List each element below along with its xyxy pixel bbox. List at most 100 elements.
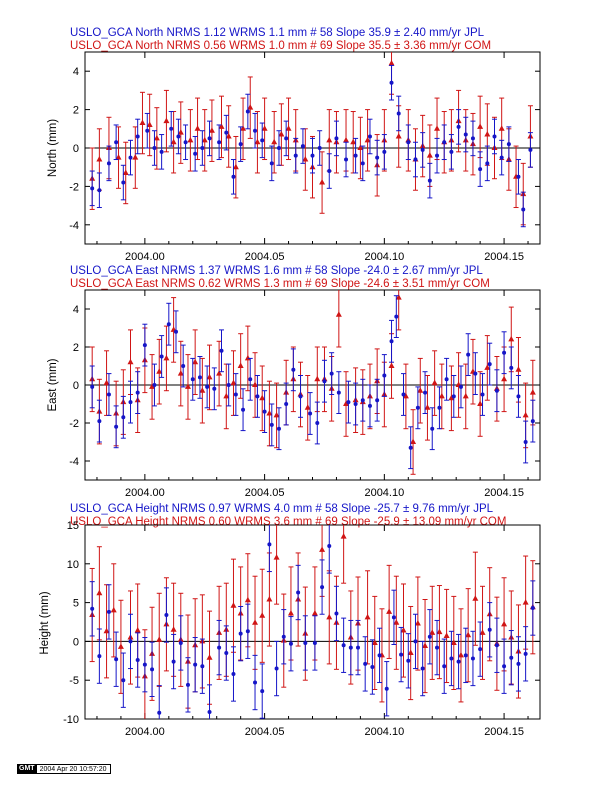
east-jpl-point — [233, 392, 238, 397]
east-jpl-point — [291, 367, 296, 372]
height-jpl-point — [150, 667, 155, 672]
east-jpl-point — [121, 415, 126, 420]
north-jpl-point — [260, 138, 265, 143]
east-com-point — [149, 383, 156, 389]
east-jpl-point — [389, 339, 394, 344]
east-com-point — [244, 354, 251, 361]
north-jpl-point — [375, 155, 380, 160]
height-com-point — [371, 639, 378, 645]
north-com-point — [122, 169, 129, 175]
north-com-point — [132, 154, 139, 160]
east-com-point — [199, 387, 206, 393]
east-jpl-point — [262, 409, 267, 414]
east-jpl-point — [128, 400, 133, 405]
height-jpl-point — [274, 666, 279, 671]
north-com-point — [163, 117, 170, 124]
height-jpl-point — [200, 664, 205, 669]
height-jpl-point — [502, 664, 507, 669]
east-ytick-label: 0 — [73, 380, 79, 392]
east-jpl-point — [509, 365, 514, 370]
north-jpl-point — [463, 132, 468, 137]
height-com-point — [414, 620, 421, 626]
height-jpl-point — [106, 609, 111, 614]
north-jpl-point — [217, 140, 222, 145]
height-title-jpl: USLO_GCA Height NRMS 0.97 WRMS 4.0 mm # … — [70, 503, 494, 515]
height-jpl-point — [178, 640, 183, 645]
height-com-point — [422, 642, 429, 649]
height-jpl-point — [97, 654, 102, 659]
north-jpl-point — [478, 167, 483, 172]
east-com-point — [343, 400, 350, 406]
north-com-point — [218, 123, 225, 129]
height-jpl-point — [260, 689, 265, 694]
height-jpl-point — [312, 640, 317, 645]
north-jpl-point — [456, 124, 461, 129]
north-xtick-label: 2004.10 — [364, 251, 404, 263]
east-com-point — [184, 383, 191, 389]
north-com-point — [187, 136, 194, 143]
north-com-point — [261, 125, 268, 131]
east-jpl-point — [241, 407, 246, 412]
height-xtick-label: 2004.15 — [484, 726, 524, 738]
height-ytick-label: 0 — [73, 636, 79, 648]
north-jpl-point — [300, 144, 305, 149]
east-jpl-point — [408, 445, 413, 450]
east-jpl-point — [430, 426, 435, 431]
east-jpl-point — [181, 364, 186, 368]
east-series-com — [89, 290, 536, 475]
east-jpl-point — [106, 392, 111, 397]
north-com-point — [153, 134, 160, 141]
north-ytick-label: 0 — [73, 143, 79, 155]
east-xtick-label: 2004.05 — [245, 487, 285, 499]
north-jpl-point — [114, 140, 119, 145]
north-com-point — [139, 119, 146, 126]
east-jpl-point — [97, 419, 102, 424]
east-com-point — [388, 362, 395, 368]
height-jpl-point — [157, 710, 162, 715]
height-jpl-point — [377, 653, 382, 658]
north-jpl-point — [506, 142, 511, 147]
east-jpl-point — [269, 422, 274, 427]
east-jpl-point — [205, 384, 210, 389]
height-jpl-point — [427, 634, 432, 639]
north-com-point — [254, 138, 261, 145]
north-com-point — [194, 125, 201, 131]
north-jpl-point — [128, 155, 133, 160]
north-jpl-point — [183, 140, 188, 145]
east-jpl-point — [530, 419, 535, 424]
east-com-point — [304, 404, 311, 410]
height-com-point — [386, 608, 393, 614]
north-jpl-point — [97, 188, 102, 193]
north-jpl-point — [193, 151, 198, 156]
east-com-point — [252, 381, 259, 387]
north-jpl-point — [449, 149, 454, 154]
east-ytick-label: 4 — [73, 304, 79, 316]
height-com-point — [206, 654, 213, 660]
height-com-point — [110, 606, 117, 613]
east-jpl-point — [394, 314, 399, 319]
height-com-point — [266, 595, 273, 602]
east-jpl-point — [458, 384, 463, 389]
east-jpl-point — [346, 400, 351, 405]
north-series-jpl — [89, 64, 533, 228]
east-jpl-point — [315, 421, 320, 425]
height-jpl-point — [224, 651, 229, 656]
east-com-point — [395, 294, 402, 300]
north-com-point — [201, 136, 208, 143]
height-com-point — [340, 533, 347, 539]
north-jpl-point — [499, 155, 504, 160]
north-com-point — [498, 125, 505, 131]
height-jpl-point — [384, 686, 389, 691]
east-jpl-point — [516, 394, 521, 399]
north-com-point — [170, 138, 177, 145]
north-jpl-point — [200, 146, 205, 150]
north-jpl-point — [310, 153, 315, 158]
north-jpl-point — [284, 136, 289, 141]
height-jpl-point — [288, 641, 293, 646]
east-jpl-point — [437, 405, 442, 410]
height-jpl-point — [478, 647, 483, 652]
north-ytick-label: 4 — [73, 66, 79, 78]
height-jpl-point — [303, 640, 308, 645]
north-title-com: USLO_GCA North NRMS 0.56 WRMS 1.0 mm # 6… — [70, 40, 491, 52]
